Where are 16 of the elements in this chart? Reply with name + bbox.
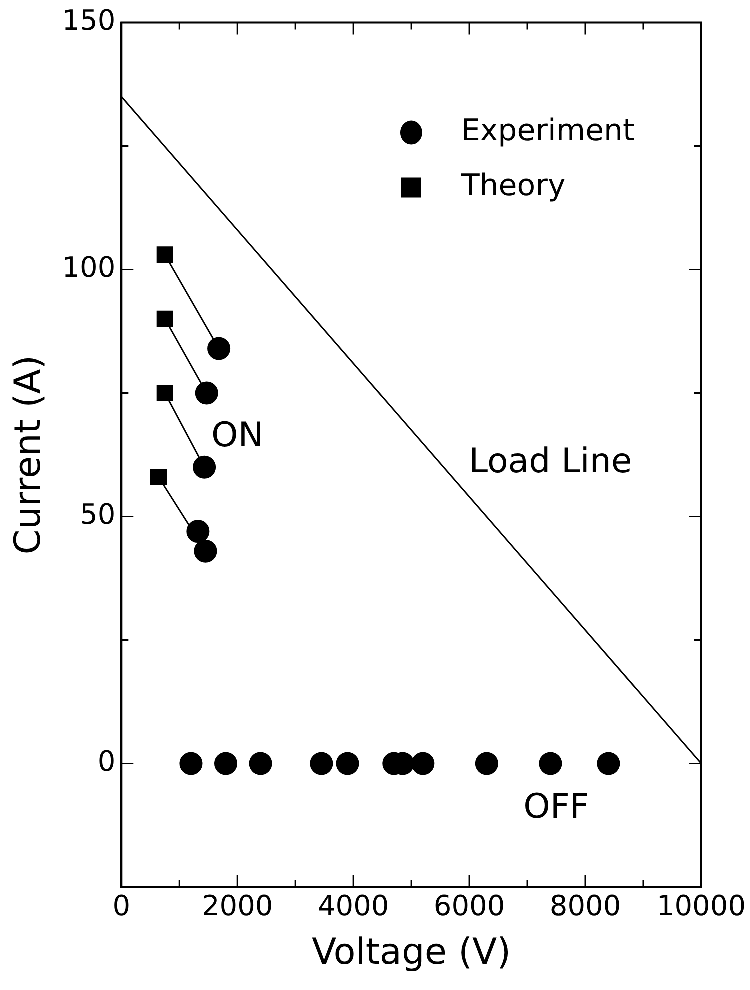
legend-label: Theory (460, 168, 566, 204)
annotation: ON (212, 416, 264, 456)
x-tick-label: 6000 (434, 889, 506, 922)
legend-label: Experiment (461, 114, 636, 149)
y-tick-label: 0 (98, 744, 116, 778)
x-axis-title: Voltage (V) (312, 932, 512, 973)
annotation: OFF (524, 787, 590, 828)
y-tick-label: 50 (80, 498, 116, 532)
x-tick-label: 4000 (318, 889, 390, 922)
x-tick-label: 10000 (656, 889, 746, 922)
x-tick-label: 8000 (550, 889, 622, 922)
x-tick-label: 2000 (202, 889, 274, 922)
y-axis-title: Current (A) (8, 355, 49, 555)
annotation: Load Line (469, 441, 632, 482)
y-tick-label: 100 (62, 251, 116, 284)
y-tick-label: 150 (62, 4, 116, 38)
